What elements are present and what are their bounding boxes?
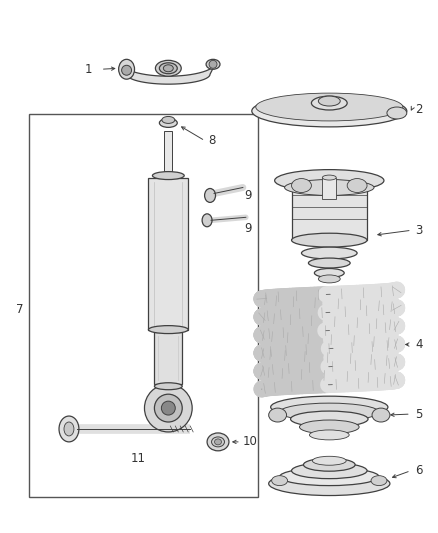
Ellipse shape — [292, 179, 311, 192]
Text: 4: 4 — [415, 338, 423, 351]
Ellipse shape — [206, 59, 220, 69]
Bar — [164, 131, 172, 175]
Text: 9: 9 — [244, 222, 251, 235]
Text: 11: 11 — [131, 453, 146, 465]
Ellipse shape — [159, 63, 177, 74]
Bar — [292, 185, 367, 240]
Ellipse shape — [212, 437, 224, 447]
Ellipse shape — [387, 107, 407, 119]
Circle shape — [209, 60, 217, 68]
Ellipse shape — [318, 96, 340, 106]
Ellipse shape — [268, 408, 286, 422]
Ellipse shape — [119, 59, 134, 79]
Circle shape — [161, 401, 175, 415]
Ellipse shape — [205, 189, 215, 203]
Ellipse shape — [162, 116, 175, 124]
Ellipse shape — [202, 214, 212, 227]
Ellipse shape — [314, 269, 344, 278]
Ellipse shape — [304, 458, 355, 471]
Ellipse shape — [292, 463, 367, 479]
Ellipse shape — [318, 275, 340, 283]
Ellipse shape — [347, 179, 367, 192]
Text: 5: 5 — [415, 408, 422, 421]
Text: 10: 10 — [242, 435, 257, 448]
Ellipse shape — [301, 247, 357, 259]
Ellipse shape — [292, 233, 367, 247]
Circle shape — [155, 394, 182, 422]
Ellipse shape — [311, 96, 347, 110]
Circle shape — [145, 384, 192, 432]
Ellipse shape — [163, 65, 173, 72]
Ellipse shape — [159, 118, 177, 127]
Ellipse shape — [285, 180, 374, 196]
Bar — [148, 177, 188, 329]
Ellipse shape — [155, 383, 182, 390]
Ellipse shape — [155, 60, 181, 76]
Text: 6: 6 — [415, 464, 423, 477]
Ellipse shape — [309, 430, 349, 440]
Ellipse shape — [279, 403, 379, 421]
Ellipse shape — [290, 411, 368, 427]
Text: 3: 3 — [415, 224, 422, 237]
Ellipse shape — [148, 326, 188, 334]
Text: 1: 1 — [85, 63, 92, 76]
Ellipse shape — [64, 422, 74, 436]
Bar — [155, 332, 182, 384]
Ellipse shape — [252, 95, 407, 127]
Ellipse shape — [308, 258, 350, 268]
Text: 9: 9 — [244, 189, 251, 202]
Ellipse shape — [322, 175, 336, 180]
Circle shape — [122, 65, 131, 75]
Ellipse shape — [256, 93, 403, 121]
Ellipse shape — [215, 439, 222, 445]
Ellipse shape — [268, 472, 390, 496]
Ellipse shape — [371, 475, 387, 486]
Bar — [322, 177, 336, 199]
Ellipse shape — [152, 172, 184, 180]
Ellipse shape — [312, 456, 346, 465]
Ellipse shape — [271, 396, 388, 418]
Text: 2: 2 — [415, 102, 423, 116]
Text: 7: 7 — [15, 303, 23, 316]
Text: 8: 8 — [208, 134, 216, 147]
Ellipse shape — [372, 408, 390, 422]
Ellipse shape — [279, 468, 379, 486]
Ellipse shape — [207, 433, 229, 451]
Polygon shape — [120, 62, 216, 84]
Ellipse shape — [272, 475, 288, 486]
Bar — [29, 114, 258, 497]
Ellipse shape — [275, 169, 384, 191]
Ellipse shape — [59, 416, 79, 442]
Ellipse shape — [300, 420, 359, 434]
